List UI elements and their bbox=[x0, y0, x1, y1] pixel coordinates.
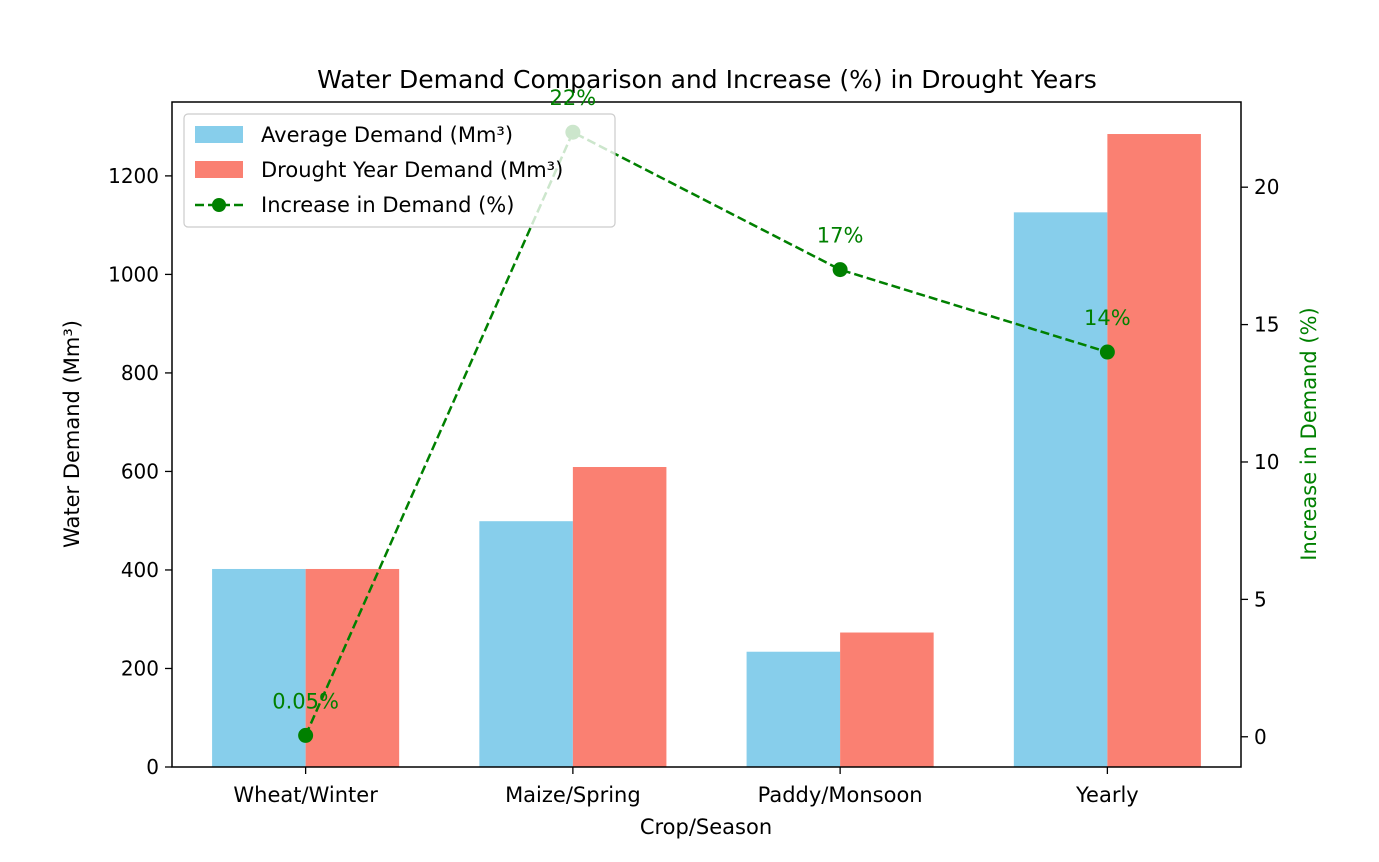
increase-data-label-wheat-winter: 0.05% bbox=[272, 689, 339, 713]
bar-average-yearly bbox=[1013, 212, 1108, 767]
bars-layer bbox=[212, 134, 1201, 767]
legend-marker-increase bbox=[212, 198, 226, 212]
legend-swatch-drought bbox=[195, 161, 243, 178]
bar-average-maize-spring bbox=[479, 521, 573, 767]
x-axis: Wheat/Winter Maize/Spring Paddy/Monsoon Yea… bbox=[233, 767, 1139, 807]
increase-point-paddy-monsoon bbox=[832, 262, 848, 278]
chart-title: Water Demand Comparison and Increase (%)… bbox=[317, 65, 1097, 94]
right-axis: 0 5 10 15 20 bbox=[1241, 175, 1279, 749]
y-tick-label: 1200 bbox=[108, 164, 159, 188]
x-tick-label-maize-spring: Maize/Spring bbox=[505, 783, 641, 807]
bar-drought-wheat-winter bbox=[305, 568, 400, 767]
x-axis-label: Crop/Season bbox=[640, 815, 772, 839]
y2-tick-label: 10 bbox=[1254, 450, 1279, 474]
increase-data-label-paddy-monsoon: 17% bbox=[817, 224, 864, 248]
increase-point-yearly bbox=[1099, 344, 1115, 360]
legend-swatch-average bbox=[195, 126, 243, 143]
y2-tick-label: 5 bbox=[1254, 587, 1267, 611]
increase-data-label-maize-spring: 22% bbox=[550, 86, 597, 110]
y-tick-label: 200 bbox=[121, 656, 159, 680]
y-tick-label: 0 bbox=[146, 755, 159, 779]
bar-drought-paddy-monsoon bbox=[840, 632, 934, 767]
legend-label-average: Average Demand (Mm³) bbox=[261, 123, 513, 147]
x-tick-label-wheat-winter: Wheat/Winter bbox=[233, 783, 378, 807]
increase-point-wheat-winter bbox=[298, 727, 314, 743]
legend-label-increase: Increase in Demand (%) bbox=[261, 193, 514, 217]
increase-line bbox=[304, 130, 1108, 736]
bar-drought-yearly bbox=[1107, 134, 1201, 767]
bar-average-paddy-monsoon bbox=[746, 651, 841, 767]
y-axis-label: Water Demand (Mm³) bbox=[60, 320, 84, 548]
bar-average-wheat-winter bbox=[212, 568, 306, 767]
legend: Average Demand (Mm³) Drought Year Demand… bbox=[183, 113, 616, 228]
y2-tick-label: 15 bbox=[1254, 313, 1279, 337]
y-tick-label: 400 bbox=[121, 558, 159, 582]
legend-label-drought: Drought Year Demand (Mm³) bbox=[261, 158, 563, 182]
x-tick-label-paddy-monsoon: Paddy/Monsoon bbox=[758, 783, 923, 807]
plot-frame bbox=[171, 101, 1242, 768]
y2-tick-label: 0 bbox=[1254, 725, 1267, 749]
y2-axis-label: Increase in Demand (%) bbox=[1297, 307, 1321, 560]
legend-box bbox=[183, 113, 616, 228]
left-axis: 0 200 400 600 800 1000 1200 bbox=[108, 164, 172, 779]
y-tick-label: 1000 bbox=[108, 262, 159, 286]
bar-drought-maize-spring bbox=[572, 467, 667, 767]
x-tick-label-yearly: Yearly bbox=[1075, 783, 1139, 807]
y2-tick-label: 20 bbox=[1254, 175, 1279, 199]
y-tick-label: 600 bbox=[121, 459, 159, 483]
y-tick-label: 800 bbox=[121, 361, 159, 385]
increase-data-label-yearly: 14% bbox=[1084, 306, 1131, 330]
